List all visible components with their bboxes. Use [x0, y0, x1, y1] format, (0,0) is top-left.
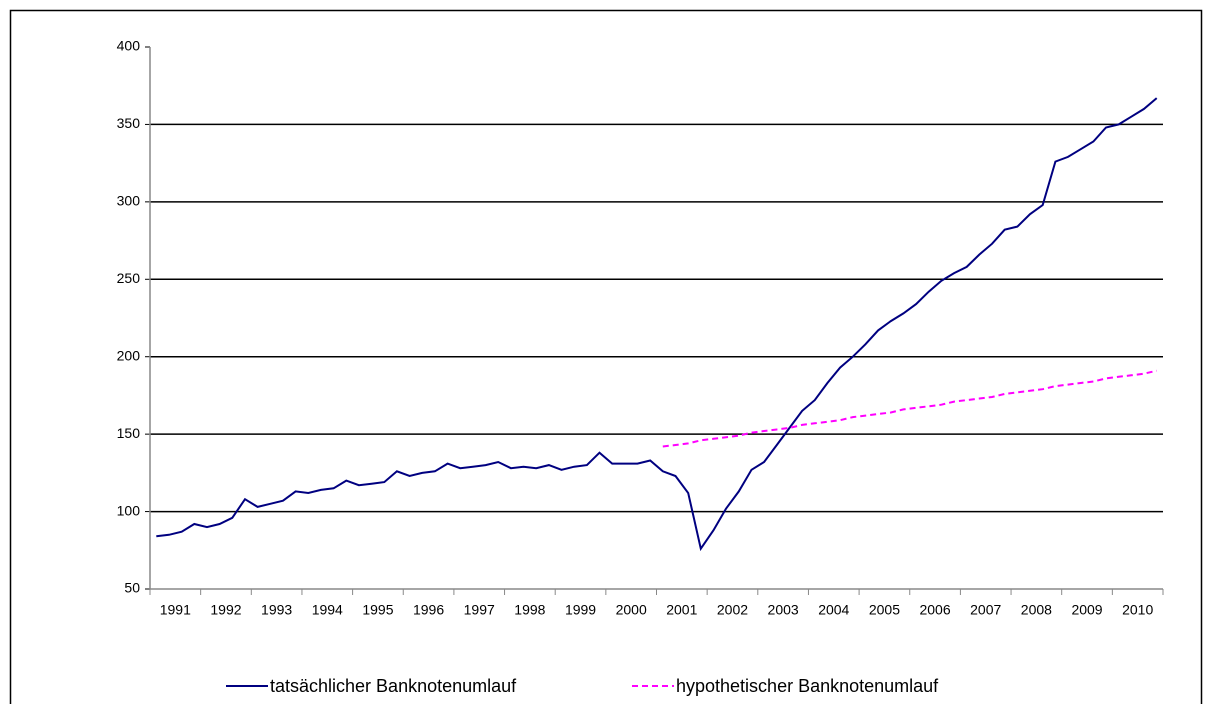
x-tick-label: 2005	[869, 602, 900, 618]
x-tick-label: 2007	[970, 602, 1001, 618]
series-line	[662, 369, 1157, 448]
x-tick-label: 1998	[514, 602, 545, 618]
y-tick-label: 300	[117, 193, 141, 209]
x-tick-label: 1991	[160, 602, 191, 618]
x-tick-label: 2001	[666, 602, 697, 618]
series-line	[156, 97, 1158, 552]
y-tick-label: 100	[117, 502, 141, 518]
y-tick-label: 400	[117, 38, 141, 54]
legend-label: hypothetischer Banknotenumlauf	[676, 676, 939, 696]
x-tick-label: 1997	[464, 602, 495, 618]
y-tick-label: 50	[124, 580, 140, 596]
y-tick-label: 150	[117, 425, 141, 441]
y-tick-label: 350	[117, 115, 141, 131]
x-tick-label: 2000	[616, 602, 647, 618]
x-tick-label: 1994	[312, 602, 343, 618]
x-tick-label: 1996	[413, 602, 444, 618]
x-tick-label: 1995	[362, 602, 393, 618]
x-tick-label: 1999	[565, 602, 596, 618]
x-tick-label: 2008	[1021, 602, 1052, 618]
x-tick-label: 2004	[818, 602, 849, 618]
x-tick-label: 2006	[919, 602, 950, 618]
y-tick-label: 200	[117, 347, 141, 363]
x-tick-label: 2009	[1071, 602, 1102, 618]
x-tick-label: 1992	[210, 602, 241, 618]
y-tick-label: 250	[117, 270, 141, 286]
frame	[9, 9, 1203, 704]
x-tick-label: 1993	[261, 602, 292, 618]
legend-label: tatsächlicher Banknotenumlauf	[270, 676, 517, 696]
x-tick-label: 2010	[1122, 602, 1153, 618]
x-tick-label: 2002	[717, 602, 748, 618]
x-tick-label: 2003	[768, 602, 799, 618]
